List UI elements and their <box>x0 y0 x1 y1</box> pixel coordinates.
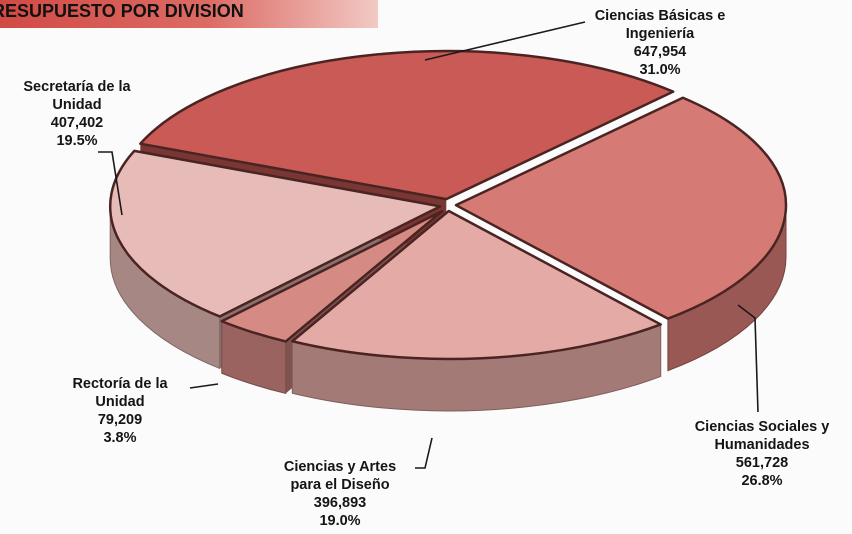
label-rectoria: Rectoría de la Unidad 79,209 3.8% <box>45 375 195 447</box>
label-ciencias-basicas: Ciencias Básicas e Ingeniería 647,954 31… <box>560 7 760 79</box>
label-name-line: Ciencias y Artes <box>283 459 397 475</box>
label-ciencias-sociales: Ciencias Sociales y Humanidades 561,728 … <box>672 418 852 490</box>
slice-rect <box>220 209 444 343</box>
label-percent: 31.0% <box>639 62 681 78</box>
label-value: 396,893 <box>313 495 367 511</box>
label-name-line: Secretaría de la <box>23 79 131 95</box>
slice-csh <box>454 96 788 320</box>
label-value: 79,209 <box>97 412 143 428</box>
leader-line-cbi <box>424 21 586 61</box>
label-ciencias-artes: Ciencias y Artes para el Diseño 396,893 … <box>255 458 425 530</box>
label-name-line: Humanidades <box>714 437 810 453</box>
leader-line-cad <box>415 437 433 469</box>
label-name-line: Ingeniería <box>625 26 695 42</box>
pie-tops <box>109 49 788 361</box>
chart-title-band: RESUPUESTO POR DIVISION <box>0 0 378 28</box>
label-value: 647,954 <box>633 44 687 60</box>
label-percent: 26.8% <box>741 473 783 489</box>
label-percent: 19.0% <box>319 513 361 529</box>
slice-cbi <box>139 49 675 201</box>
label-name-line: Unidad <box>95 394 145 410</box>
chart-title: RESUPUESTO POR DIVISION <box>0 1 244 21</box>
label-secretaria: Secretaría de la Unidad 407,402 19.5% <box>2 78 152 150</box>
leader-line-sec <box>98 151 123 216</box>
label-name-line: Unidad <box>52 97 102 113</box>
leader-line-rect <box>189 383 219 389</box>
label-name-line: Ciencias Sociales y <box>694 419 830 435</box>
slice-cad <box>291 209 662 361</box>
leader-line-csh <box>737 304 759 413</box>
label-name-line: Ciencias Básicas e <box>594 8 726 24</box>
leader-lines <box>98 21 759 469</box>
label-value: 407,402 <box>50 115 104 131</box>
label-percent: 19.5% <box>56 133 98 149</box>
label-name-line: para el Diseño <box>290 477 390 493</box>
label-percent: 3.8% <box>103 430 137 446</box>
label-value: 561,728 <box>735 455 789 471</box>
slice-sec <box>109 149 442 318</box>
label-name-line: Rectoría de la <box>72 376 168 392</box>
